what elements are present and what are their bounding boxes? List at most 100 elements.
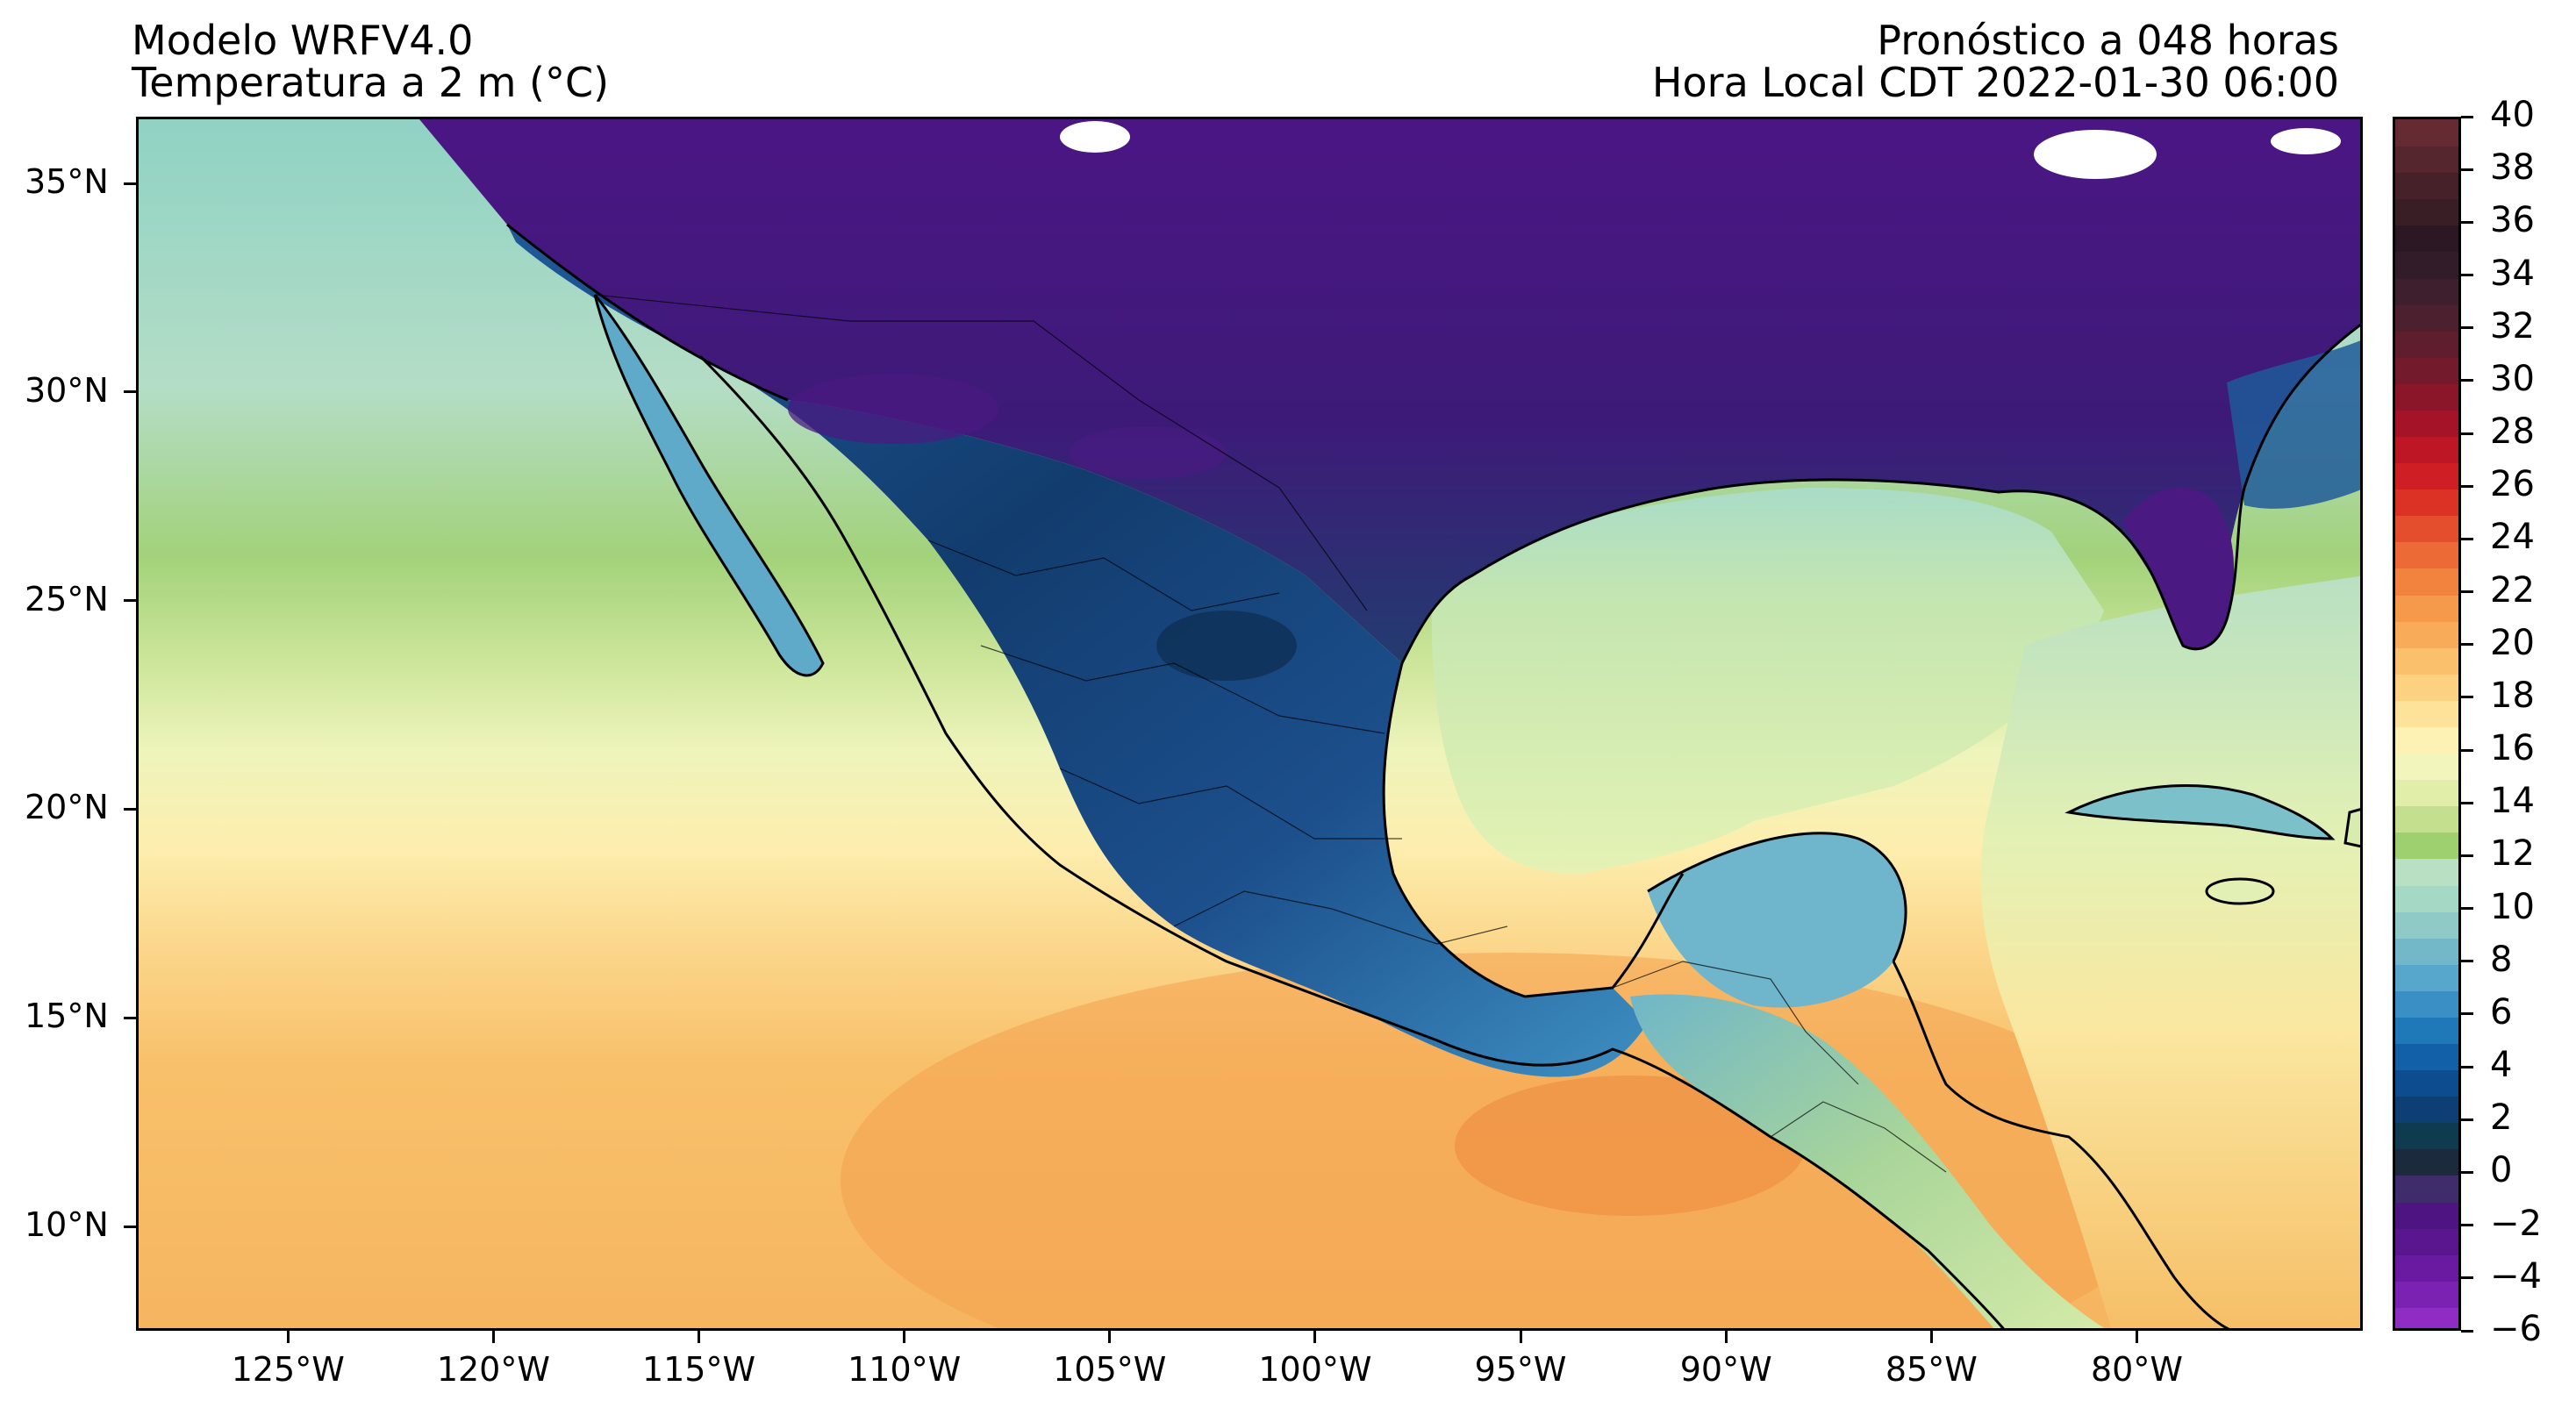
colorbar-segment	[2395, 304, 2458, 332]
colorbar-segment	[2395, 884, 2458, 912]
colorbar-tick-label: 28	[2490, 411, 2535, 453]
lat-tick-label: 10°N	[25, 1205, 109, 1245]
colorbar-segment	[2395, 753, 2458, 781]
colorbar-tick-mark	[2461, 748, 2473, 752]
colorbar-segment	[2395, 1306, 2458, 1328]
colorbar-tick-label: 16	[2490, 728, 2535, 769]
lon-tick-label: 125°W	[231, 1350, 345, 1389]
colorbar-tick-mark	[2461, 168, 2473, 171]
colorbar-segment	[2395, 1227, 2458, 1255]
colorbar-tick-label: 26	[2490, 464, 2535, 505]
colorbar-segment	[2395, 911, 2458, 939]
colorbar-tick-mark	[2461, 1012, 2473, 1016]
lat-tick-mark	[124, 599, 136, 603]
colorbar-tick-label: 14	[2490, 781, 2535, 822]
lon-tick-mark	[698, 1331, 701, 1343]
lat-tick-mark	[124, 1016, 136, 1019]
colorbar-segment	[2395, 805, 2458, 833]
colorbar-segment	[2395, 382, 2458, 411]
colorbar-tick-mark	[2461, 326, 2473, 330]
colorbar-tick-label: 0	[2490, 1150, 2513, 1191]
colorbar-tick-label: 18	[2490, 675, 2535, 716]
colorbar-tick-mark	[2461, 1170, 2473, 1174]
lon-tick-label: 120°W	[436, 1350, 550, 1389]
temperature-colorbar	[2393, 117, 2461, 1331]
colorbar-segment	[2395, 726, 2458, 754]
colorbar-segment	[2395, 489, 2458, 517]
colorbar-tick-label: 24	[2490, 517, 2535, 558]
colorbar-segment	[2395, 1175, 2458, 1203]
forecast-hour-title: Pronóstico a 048 horas	[1877, 17, 2339, 64]
jamaica	[2205, 877, 2275, 905]
colorbar-segment	[2395, 462, 2458, 490]
colorbar-tick-mark	[2461, 115, 2473, 118]
colorbar-segment	[2395, 990, 2458, 1018]
colorbar-segment	[2395, 436, 2458, 464]
lon-tick-mark	[1108, 1331, 1112, 1343]
colorbar-tick-mark	[2461, 1276, 2473, 1280]
florida	[2122, 488, 2235, 649]
temperature-map	[136, 117, 2363, 1331]
colorbar-segment	[2395, 541, 2458, 569]
colorbar-tick-mark	[2461, 643, 2473, 647]
colorbar-segment	[2395, 1254, 2458, 1282]
colorbar-segment	[2395, 198, 2458, 226]
colorbar-segment	[2395, 251, 2458, 279]
colorbar-tick-label: 30	[2490, 358, 2535, 399]
gulf-of-mexico	[1431, 488, 2104, 874]
lat-tick-mark	[124, 390, 136, 394]
colorbar-segment	[2395, 1122, 2458, 1150]
colorbar-segment	[2395, 832, 2458, 860]
colorbar-segment	[2395, 594, 2458, 622]
colorbar-tick-mark	[2461, 854, 2473, 857]
model-title: Modelo WRFV4.0	[132, 17, 474, 64]
colorbar-segment	[2395, 409, 2458, 438]
colorbar-segment	[2395, 937, 2458, 965]
lat-tick-label: 30°N	[25, 370, 109, 410]
lon-tick-label: 105°W	[1053, 1350, 1167, 1389]
lat-tick-label: 20°N	[25, 788, 109, 827]
colorbar-tick-mark	[2461, 1065, 2473, 1068]
cold-patch	[1069, 426, 1227, 479]
colorbar-segment	[2395, 673, 2458, 701]
colorbar-tick-mark	[2461, 960, 2473, 963]
lon-tick-label: 100°W	[1258, 1350, 1372, 1389]
lon-tick-label: 110°W	[848, 1350, 962, 1389]
snow-patch	[2271, 128, 2341, 154]
colorbar-segment	[2395, 225, 2458, 253]
colorbar-tick-mark	[2461, 432, 2473, 435]
lon-tick-mark	[1313, 1331, 1317, 1343]
hispaniola	[2343, 808, 2360, 848]
lon-tick-mark	[286, 1331, 290, 1343]
cold-patch	[788, 374, 998, 444]
lon-tick-label: 90°W	[1679, 1350, 1772, 1389]
colorbar-segment	[2395, 330, 2458, 358]
map-canvas	[139, 119, 2360, 1328]
colorbar-tick-label: 34	[2490, 253, 2535, 294]
united-states-land	[419, 119, 2360, 663]
lon-tick-label: 95°W	[1474, 1350, 1567, 1389]
colorbar-segment	[2395, 1016, 2458, 1045]
coastlines	[506, 223, 2360, 1328]
colorbar-segment	[2395, 1201, 2458, 1229]
colorbar-segment	[2395, 146, 2458, 174]
colorbar-tick-label: 38	[2490, 147, 2535, 189]
lon-tick-mark	[1519, 1331, 1522, 1343]
colorbar-tick-label: 4	[2490, 1045, 2513, 1086]
lon-tick-mark	[2135, 1331, 2138, 1343]
colorbar-segment	[2395, 515, 2458, 543]
snow-patch	[2034, 130, 2157, 179]
colorbar-tick-mark	[2461, 696, 2473, 699]
lat-tick-mark	[124, 1225, 136, 1228]
colorbar-tick-mark	[2461, 907, 2473, 911]
variable-title: Temperatura a 2 m (°C)	[132, 59, 610, 106]
cold-core	[1156, 611, 1297, 681]
colorbar-segment	[2395, 172, 2458, 200]
colorbar-segment	[2395, 963, 2458, 991]
colorbar-tick-label: 22	[2490, 569, 2535, 611]
colorbar-tick-label: −2	[2490, 1203, 2542, 1244]
colorbar-segment	[2395, 858, 2458, 886]
colorbar-segment	[2395, 620, 2458, 648]
lon-tick-mark	[1929, 1331, 1933, 1343]
colorbar-segment	[2395, 1280, 2458, 1308]
